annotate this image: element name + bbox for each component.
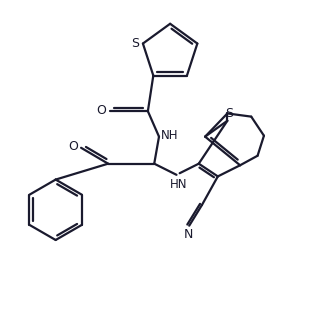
Text: NH: NH bbox=[161, 129, 178, 142]
Text: S: S bbox=[225, 107, 234, 120]
Text: O: O bbox=[68, 140, 78, 153]
Text: N: N bbox=[184, 228, 193, 241]
Text: O: O bbox=[96, 104, 106, 117]
Text: HN: HN bbox=[170, 178, 188, 191]
Text: S: S bbox=[131, 37, 139, 50]
